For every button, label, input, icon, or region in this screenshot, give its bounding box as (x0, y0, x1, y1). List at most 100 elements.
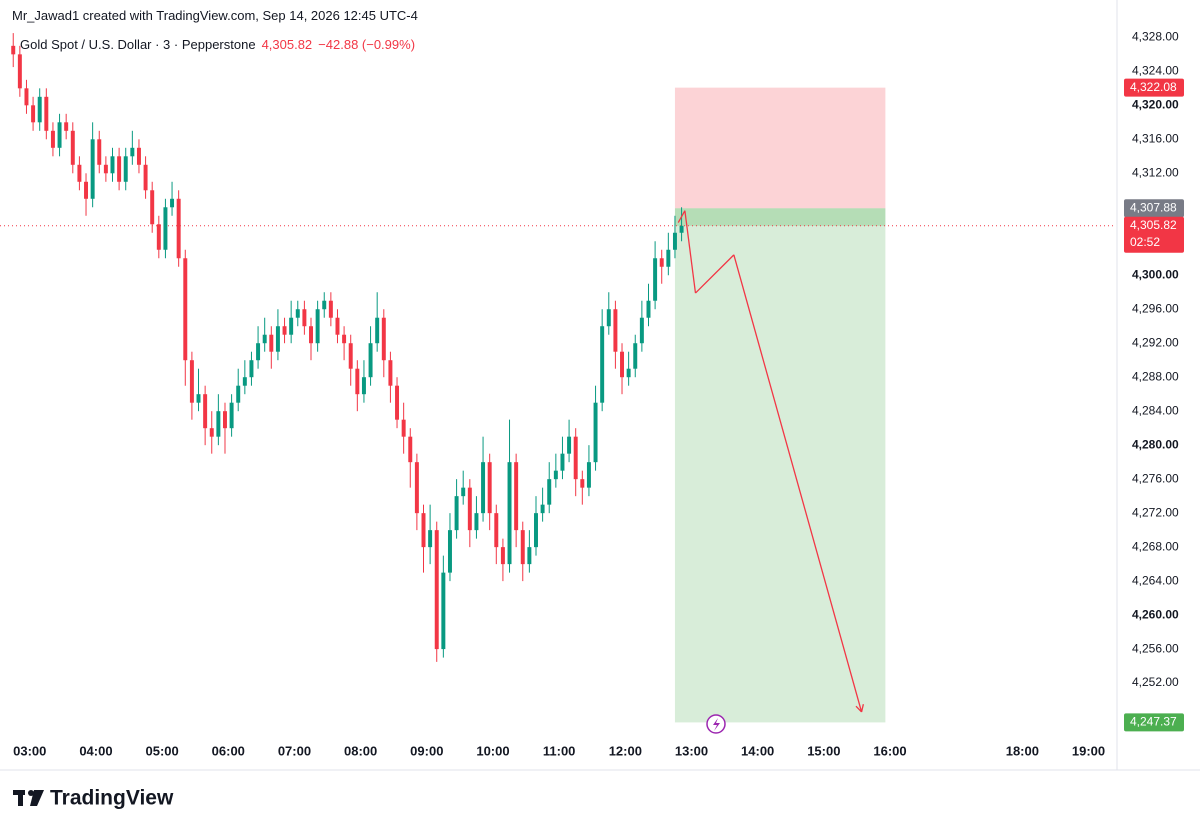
x-tick-label: 16:00 (873, 743, 906, 758)
price-tag-label: 4,247.37 (1130, 715, 1177, 729)
y-tick-label: 4,280.00 (1132, 437, 1179, 451)
candle-body (31, 105, 36, 123)
x-tick-label: 10:00 (476, 743, 509, 758)
price-tag (1124, 199, 1184, 218)
alert-icon (706, 714, 726, 734)
candle-body (17, 54, 22, 89)
x-tick-label: 12:00 (609, 743, 642, 758)
x-tick-label: 15:00 (807, 743, 840, 758)
candle-body (70, 130, 75, 165)
candle-body (176, 198, 181, 259)
y-tick-label: 4,296.00 (1132, 301, 1179, 315)
stop-zone (674, 87, 886, 209)
candle-body (461, 487, 466, 497)
y-tick-label: 4,284.00 (1132, 403, 1179, 417)
candle-body (196, 394, 201, 403)
candle-body (514, 462, 519, 531)
candle-body (342, 334, 347, 344)
candle-body (203, 394, 208, 429)
symbol-title: Gold Spot / U.S. Dollar · 3 · Pepperston… (20, 37, 256, 52)
candle-body (593, 402, 598, 463)
candle-body (375, 317, 380, 344)
y-tick-label: 4,324.00 (1132, 64, 1179, 78)
candle-body (262, 334, 267, 344)
candle-body (64, 122, 69, 131)
candle-body (315, 309, 320, 344)
candle-body (586, 462, 591, 488)
candle-body (110, 156, 115, 174)
open-pnl-zone (674, 208, 886, 226)
candle-body (361, 377, 366, 395)
candle-body (421, 513, 426, 548)
candle-body (500, 547, 505, 565)
candle-body (381, 317, 386, 361)
price-tag (1124, 216, 1184, 253)
candle-body (434, 530, 439, 650)
y-tick-label: 4,300.00 (1132, 267, 1179, 281)
candle-body (97, 139, 102, 165)
arrow-head (855, 705, 863, 713)
y-tick-label: 4,288.00 (1132, 369, 1179, 383)
candle-body (540, 504, 545, 514)
candle-body (567, 436, 572, 454)
candle-body (441, 572, 446, 650)
candle-body (289, 317, 294, 335)
candle-body (136, 147, 141, 165)
candle-body (90, 139, 95, 199)
candle-body (646, 300, 651, 318)
candle-body (395, 385, 400, 420)
brand-logo (13, 790, 44, 806)
candle-body (560, 453, 565, 471)
x-tick-label: 13:00 (675, 743, 708, 758)
drawing-segment (677, 210, 686, 223)
y-tick-label: 4,292.00 (1132, 335, 1179, 349)
attribution: Mr_Jawad1 created with TradingView.com, … (12, 8, 418, 23)
candle-body (428, 530, 433, 548)
x-tick-label: 08:00 (344, 743, 377, 758)
x-tick-label: 11:00 (543, 743, 576, 758)
y-tick-label: 4,276.00 (1132, 471, 1179, 485)
x-tick-label: 09:00 (410, 743, 443, 758)
candle-body (256, 343, 261, 361)
candle-body (223, 411, 227, 429)
y-tick-label: 4,264.00 (1132, 573, 1179, 587)
x-tick-label: 03:00 (13, 743, 46, 758)
candle-body (24, 88, 29, 106)
drawing-segment (733, 254, 863, 713)
header-change: −42.88 (−0.99%) (318, 37, 416, 52)
x-tick-label: 14:00 (741, 743, 774, 758)
price-tag-label: 4,307.88 (1130, 200, 1177, 214)
header-price: 4,305.82 (261, 37, 313, 52)
candle-body (44, 96, 49, 131)
x-tick-label: 04:00 (79, 743, 112, 758)
x-tick-label: 18:00 (1006, 743, 1039, 758)
candle-body (50, 130, 55, 148)
candle-body (626, 368, 631, 378)
y-tick-label: 4,252.00 (1132, 675, 1179, 689)
candle-body (156, 224, 161, 250)
candle-body (414, 462, 419, 514)
candle-body (408, 436, 413, 463)
candle-body (335, 317, 340, 335)
candle-body (348, 343, 353, 369)
x-tick-label: 19:00 (1072, 743, 1105, 758)
candle-body (527, 547, 532, 565)
candle-body (573, 436, 578, 480)
candle-body (679, 225, 684, 233)
candle-body (84, 181, 89, 199)
brand-name: TradingView (50, 787, 174, 810)
candle-body (487, 462, 492, 514)
candle-body (37, 96, 42, 123)
x-tick-label: 05:00 (145, 743, 178, 758)
candle-body (454, 496, 459, 531)
candle-body (183, 258, 188, 361)
y-tick-label: 4,312.00 (1132, 165, 1179, 179)
y-tick-label: 4,256.00 (1132, 641, 1179, 655)
candle-body (620, 351, 625, 378)
symbol-header: Gold Spot / U.S. Dollar · 3 · Pepperston… (20, 37, 415, 52)
candle-body (481, 462, 486, 514)
candle-body (117, 156, 122, 182)
candle-body (216, 411, 221, 437)
candle-body (580, 479, 585, 488)
